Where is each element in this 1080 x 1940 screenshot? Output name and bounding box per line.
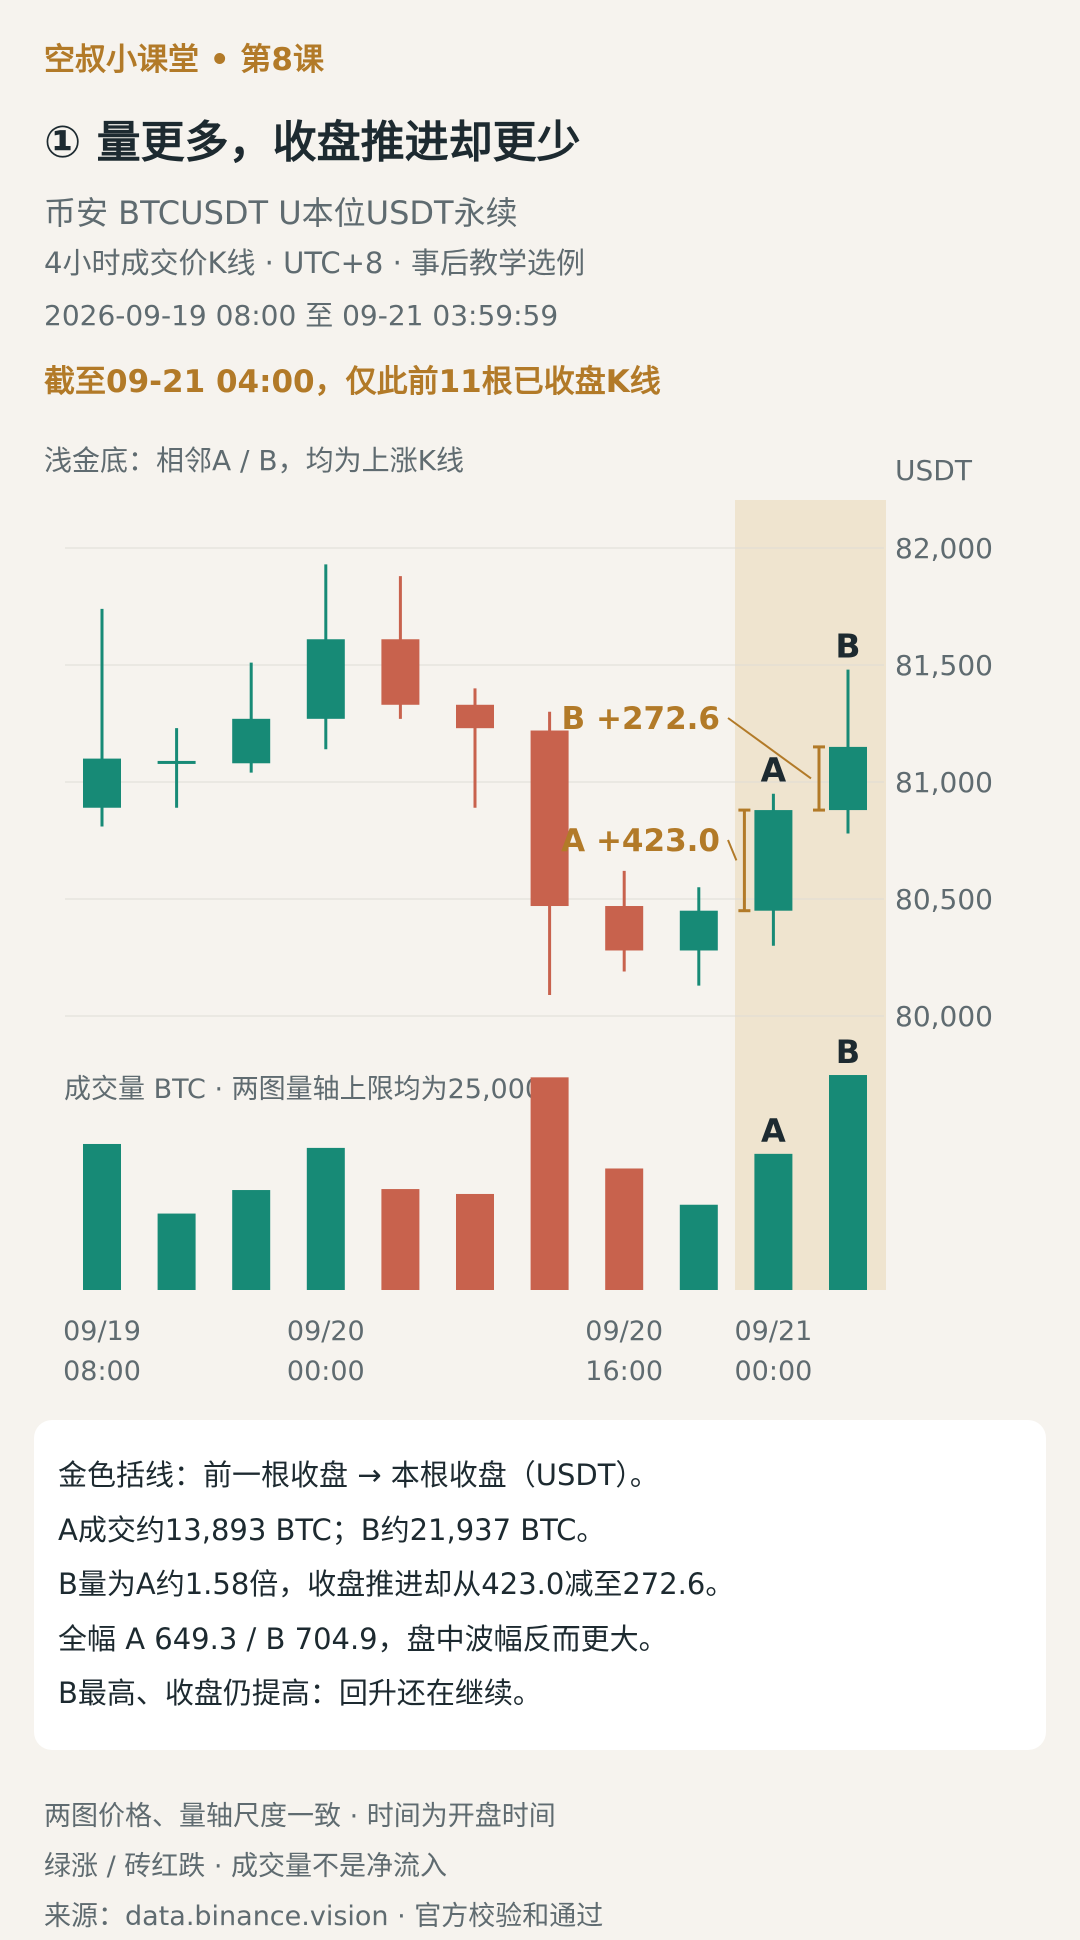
- x-tick-label: 00:00: [734, 1356, 812, 1387]
- x-tick-label: 16:00: [585, 1356, 663, 1387]
- volume-bar: [754, 1153, 793, 1290]
- footer-line: 两图价格、量轴尺度一致 · 时间为开盘时间: [44, 1801, 556, 1832]
- volume-bar: [381, 1189, 420, 1290]
- candle-body: [232, 718, 271, 764]
- cutoff-note: 截至09-21 04:00，仅此前11根已收盘K线: [44, 364, 661, 400]
- note-line: 全幅 A 649.3 / B 704.9，盘中波幅反而更大。: [58, 1621, 668, 1656]
- x-tick-label: 09/20: [287, 1316, 365, 1347]
- candle-body: [157, 760, 196, 764]
- candle-body: [679, 910, 718, 951]
- volume-bar: [679, 1204, 718, 1290]
- notes-card: 金色括线：前一根收盘 → 本根收盘（USDT）。 A成交约13,893 BTC；…: [34, 1420, 1046, 1750]
- note-line: B最高、收盘仍提高：回升还在继续。: [58, 1676, 542, 1710]
- x-tick-label: 00:00: [287, 1356, 365, 1387]
- volume-bar: [83, 1143, 121, 1290]
- candle-body: [754, 810, 793, 911]
- timeframe-subtitle: 4小时成交价K线 · UTC+8 · 事后教学选例: [44, 246, 586, 280]
- note-line: A成交约13,893 BTC；B约21,937 BTC。: [58, 1512, 606, 1547]
- bracket-leader: [727, 839, 738, 861]
- candlestick-chart: 82,000 81,500 81,000 80,500 80,000 USDT 浅金底：相邻…: [44, 444, 993, 1387]
- date-range: 2026-09-19 08:00 至 09-21 03:59:59: [44, 299, 559, 332]
- x-tick-label: 09/20: [585, 1316, 663, 1347]
- price-tick-label: 81,000: [895, 766, 993, 799]
- candle-body: [829, 746, 867, 811]
- candle-body: [530, 730, 569, 907]
- volume-bar: [157, 1213, 196, 1290]
- instrument-subtitle: 币安 BTCUSDT U本位USDT永续: [44, 194, 518, 232]
- candle-tag-label: B: [835, 627, 860, 666]
- candle-body: [306, 639, 345, 719]
- x-tick-label: 09/21: [734, 1316, 812, 1347]
- candle-body: [456, 704, 494, 729]
- price-unit-label: USDT: [895, 454, 973, 487]
- price-tick-label: 80,500: [895, 883, 993, 916]
- price-tick-label: 81,500: [895, 649, 993, 682]
- x-tick-label: 08:00: [63, 1356, 141, 1387]
- candle-body: [381, 639, 420, 705]
- footer-line: 来源：data.binance.vision · 官方校验和通过: [44, 1901, 604, 1932]
- volume-bar: [456, 1193, 494, 1290]
- volume-bar: [530, 1077, 569, 1290]
- volume-tag-label: B: [836, 1033, 860, 1071]
- footer-line: 绿涨 / 砖红跌 · 成交量不是净流入: [44, 1851, 448, 1882]
- price-tick-label: 82,000: [895, 532, 993, 565]
- bracket-label: A +423.0: [561, 823, 720, 859]
- bracket-label: B +272.6: [562, 701, 720, 737]
- note-line: B量为A约1.58倍，收盘推进却从423.0减至272.6。: [58, 1567, 735, 1601]
- volume-bar: [829, 1075, 867, 1290]
- volume-tag-label: A: [761, 1112, 786, 1150]
- bracket-leader: [727, 717, 812, 780]
- candle-body: [83, 758, 121, 808]
- volume-bar: [306, 1147, 345, 1290]
- candle-tag-label: A: [761, 751, 787, 790]
- volume-bar: [605, 1168, 644, 1290]
- candle-body: [605, 906, 644, 951]
- volume-bar: [232, 1190, 271, 1290]
- x-tick-label: 09/19: [63, 1316, 141, 1347]
- note-line: 金色括线：前一根收盘 → 本根收盘（USDT）。: [58, 1458, 659, 1492]
- page-title: ① 量更多，收盘推进却更少: [44, 117, 581, 168]
- volume-title: 成交量 BTC · 两图量轴上限均为25,000: [64, 1074, 542, 1105]
- highlight-legend: 浅金底：相邻A / B，均为上涨K线: [44, 444, 464, 477]
- price-tick-label: 80,000: [895, 1000, 993, 1033]
- lesson-kicker: 空叔小课堂 • 第8课: [44, 42, 324, 78]
